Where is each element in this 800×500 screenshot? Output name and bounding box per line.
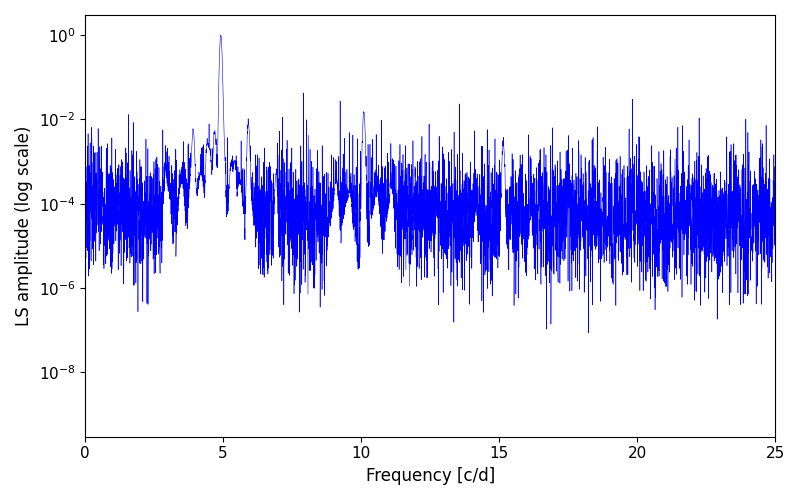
Y-axis label: LS amplitude (log scale): LS amplitude (log scale) (15, 126, 33, 326)
X-axis label: Frequency [c/d]: Frequency [c/d] (366, 467, 494, 485)
